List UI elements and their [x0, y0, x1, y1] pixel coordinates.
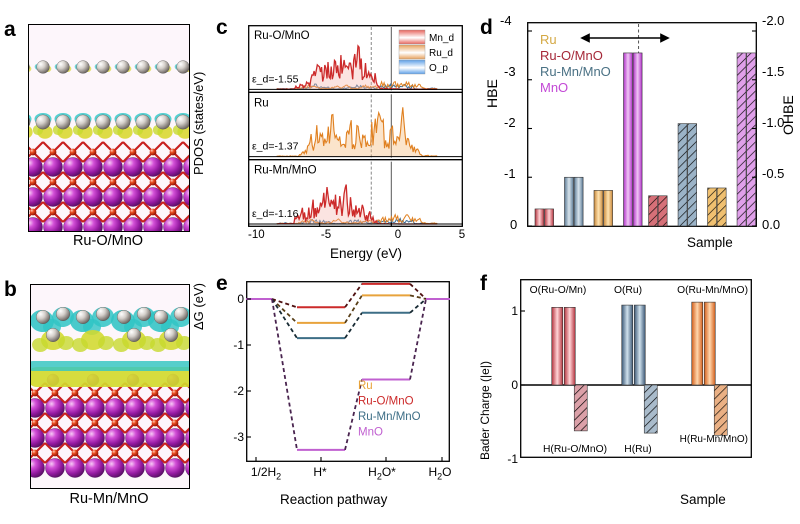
svg-text:Mn_d: Mn_d	[429, 33, 454, 44]
svg-text:MnO: MnO	[358, 427, 383, 439]
svg-text:Ru-O/MnO: Ru-O/MnO	[254, 30, 310, 42]
svg-text:H(Ru-Mn/MnO): H(Ru-Mn/MnO)	[680, 434, 748, 445]
svg-text:ε_d=-1.37: ε_d=-1.37	[252, 141, 299, 153]
svg-text:Ru-Mn/MnO: Ru-Mn/MnO	[358, 411, 421, 423]
svg-text:ε_d=-1.16: ε_d=-1.16	[252, 208, 299, 220]
svg-text:O(Ru-O/Mn): O(Ru-O/Mn)	[530, 285, 587, 296]
svg-text:H(Ru): H(Ru)	[624, 444, 651, 455]
svg-text:O(Ru): O(Ru)	[614, 285, 642, 296]
svg-text:Ru: Ru	[358, 380, 373, 392]
svg-text:ε_d=-1.55: ε_d=-1.55	[252, 73, 299, 85]
svg-text:O(Ru-Mn/MnO): O(Ru-Mn/MnO)	[677, 285, 748, 296]
svg-text:Ru-Mn/MnO: Ru-Mn/MnO	[254, 165, 317, 177]
svg-text:O_p: O_p	[429, 63, 448, 74]
svg-text:Ru_d: Ru_d	[429, 48, 453, 59]
svg-text:H(Ru-O/MnO): H(Ru-O/MnO)	[543, 444, 607, 455]
svg-text:Ru: Ru	[254, 97, 269, 109]
svg-text:Ru-O/MnO: Ru-O/MnO	[358, 396, 414, 408]
